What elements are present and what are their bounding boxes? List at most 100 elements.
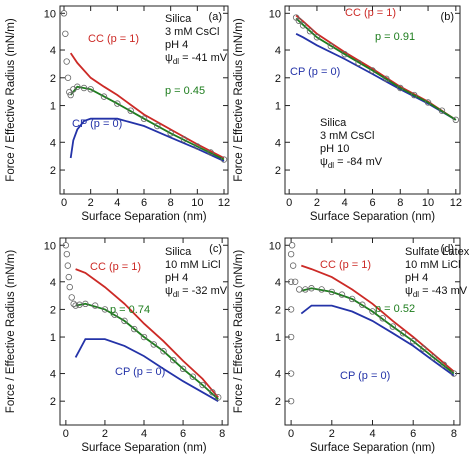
condition-text: 10 mM LiCl: [405, 259, 461, 271]
condition-text: pH 4: [165, 39, 188, 51]
plot-area: [60, 10, 228, 163]
potential-subscript: dl: [173, 290, 179, 299]
y-axis-label: Force / Effective Radius (mN/m): [233, 250, 245, 414]
data-point: [328, 288, 336, 296]
series-label: CP (p = 0): [340, 370, 390, 382]
data-point: [306, 27, 314, 35]
data-point: [80, 84, 88, 92]
data-point: [397, 84, 404, 92]
data-point: [287, 250, 295, 258]
data-point: [338, 291, 346, 298]
x-axis-label: Surface Separation (nm): [81, 442, 206, 454]
data-point: [154, 122, 161, 130]
x-tick-label: 4: [141, 428, 147, 440]
data-point: [410, 91, 418, 99]
data-point: [72, 302, 79, 309]
data-point: [452, 116, 460, 124]
data-point: [111, 311, 118, 318]
y-tick-label: 4: [50, 369, 56, 381]
series-label: CP (p = 0): [290, 66, 340, 78]
x-tick-label: 2: [329, 428, 335, 440]
data-point: [438, 107, 446, 114]
data-point: [127, 107, 134, 114]
plot-area: [62, 242, 222, 402]
x-tick-label: 4: [342, 197, 348, 209]
condition-text: pH 4: [165, 272, 188, 284]
data-point: [287, 333, 295, 341]
data-point: [313, 34, 321, 41]
line-series: [75, 268, 219, 398]
data-point: [440, 361, 447, 368]
line-series: [295, 32, 457, 121]
potential-value: = -41 mV: [179, 52, 228, 64]
y-tick-label: 10: [269, 240, 281, 252]
data-point: [424, 99, 432, 106]
data-point: [140, 333, 148, 341]
y-tick-label: 10: [269, 8, 281, 20]
y-axis-label: Force / Effective Radius (mN/m): [5, 250, 17, 414]
line-series: [301, 264, 455, 373]
x-tick-label: 6: [369, 197, 375, 209]
condition-text: Silica: [165, 246, 192, 258]
data-point: [289, 262, 297, 269]
y-tick-label: 2: [275, 165, 281, 177]
x-tick-label: 2: [102, 428, 108, 440]
condition-text: 3 mM CsCl: [165, 26, 219, 38]
line-series: [75, 302, 219, 400]
y-axis-label: Force / Effective Radius (mN/m): [5, 18, 17, 182]
data-point: [91, 302, 99, 309]
potential-symbol: ψ: [320, 156, 328, 168]
data-point: [100, 93, 108, 100]
line-series: [301, 287, 455, 375]
line-series: [69, 52, 225, 159]
x-tick-label: 10: [191, 197, 203, 209]
y-tick-label: 4: [275, 277, 281, 289]
data-point: [140, 115, 148, 122]
y-tick-label: 1: [50, 332, 56, 344]
x-tick-label: 12: [218, 197, 230, 209]
data-point: [167, 130, 174, 137]
series-label: p = 0.91: [375, 31, 415, 43]
x-tick-label: 0: [61, 197, 67, 209]
series-label: CC (p = 1): [88, 33, 139, 45]
series-label: CC (p = 1): [345, 7, 396, 19]
data-point: [101, 306, 109, 313]
data-point: [287, 397, 295, 405]
data-point: [299, 22, 307, 29]
data-point: [74, 83, 81, 90]
panel-label: (a): [209, 11, 222, 23]
plot-area: [292, 14, 460, 124]
condition-text: Silica: [320, 117, 347, 129]
data-point: [87, 86, 94, 93]
data-point: [302, 286, 309, 293]
line-series: [300, 304, 455, 377]
series-label: p = 0.52: [375, 303, 415, 315]
x-axis-label: Surface Separation (nm): [81, 211, 206, 223]
data-point: [160, 348, 167, 355]
x-tick-label: 2: [88, 197, 94, 209]
potential-text: ψdl = -32 mV: [165, 285, 228, 299]
x-tick-label: 8: [451, 428, 457, 440]
data-point: [67, 91, 74, 99]
line-series: [69, 117, 225, 162]
data-point: [82, 300, 89, 308]
data-point: [220, 156, 228, 163]
x-tick-label: 2: [314, 197, 320, 209]
y-tick-label: 2: [50, 396, 56, 408]
y-tick-label: 10: [44, 8, 56, 20]
data-point: [291, 278, 299, 285]
y-tick-label: 2: [275, 396, 281, 408]
y-tick-label: 1: [50, 101, 56, 113]
data-point: [63, 250, 71, 258]
data-point: [62, 30, 69, 37]
y-axis-label: Force / Effective Radius (mN/m): [233, 18, 245, 182]
data-point: [369, 308, 376, 315]
x-tick-label: 4: [114, 197, 120, 209]
data-point: [383, 75, 390, 83]
data-point: [399, 330, 407, 337]
x-tick-label: 4: [369, 428, 375, 440]
series-label: CC (p = 1): [90, 261, 141, 273]
data-point: [189, 373, 197, 380]
x-tick-label: 0: [63, 428, 69, 440]
